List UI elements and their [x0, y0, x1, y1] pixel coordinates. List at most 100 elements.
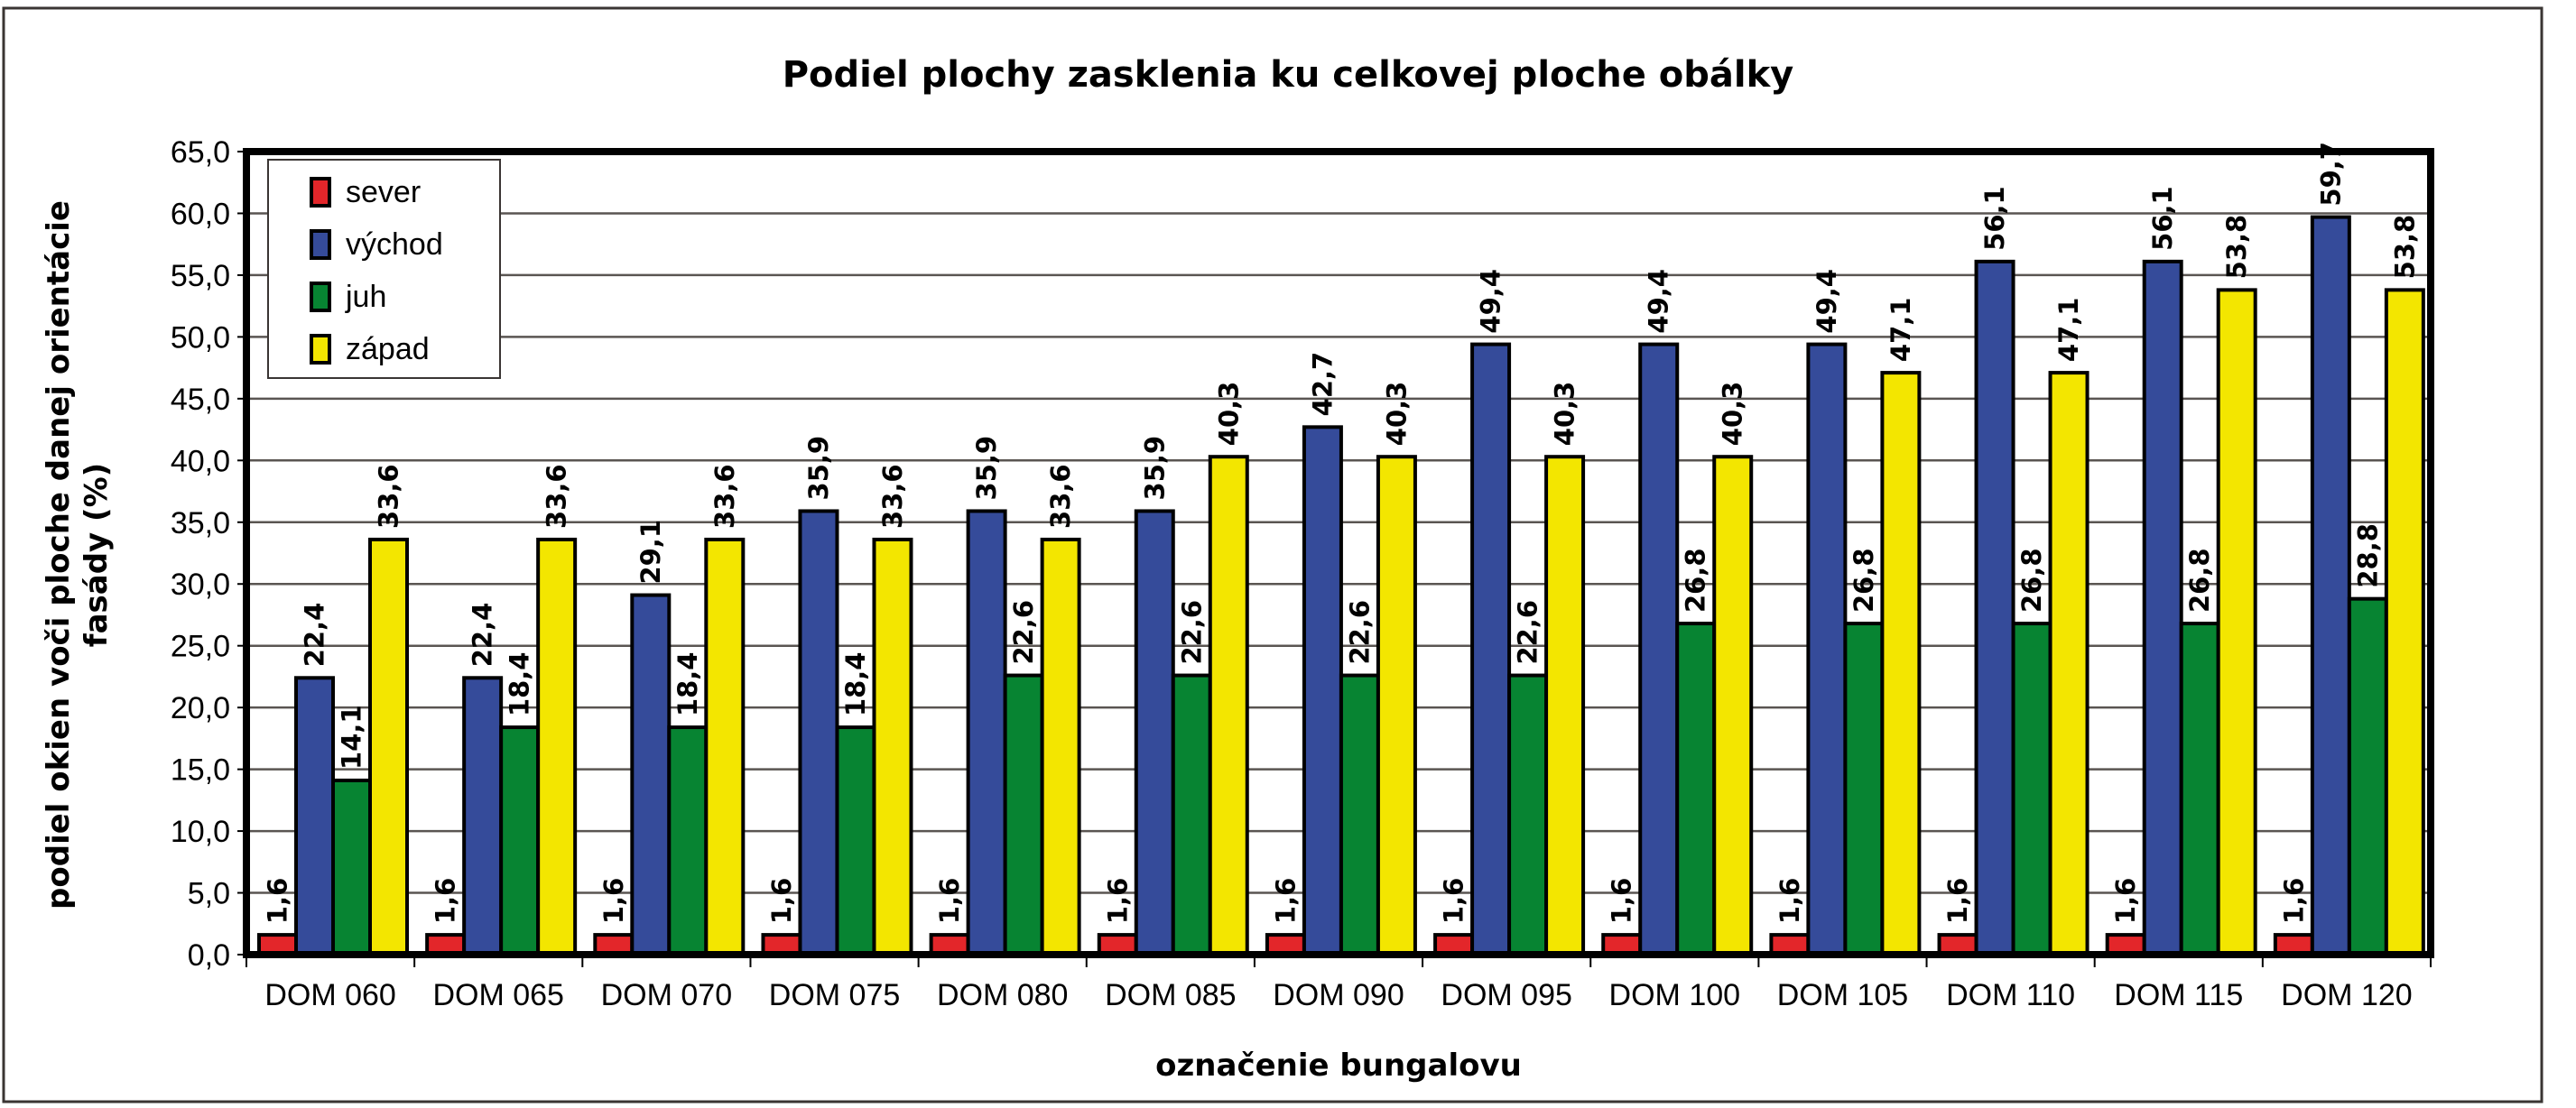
y-tick-label: 40,0: [171, 444, 230, 478]
bar-západ: [2384, 288, 2425, 957]
chart-title: Podiel plochy zasklenia ku celkovej ploc…: [783, 54, 1794, 96]
data-label: 49,4: [1476, 269, 1506, 334]
y-tick-label: 45,0: [171, 383, 230, 417]
bar-západ: [2048, 371, 2090, 957]
bar-západ: [1040, 537, 1081, 956]
bar-východ: [2142, 259, 2183, 957]
bar-juh: [2011, 622, 2052, 956]
bar-západ: [1880, 371, 1922, 957]
x-tick-label: DOM 100: [1609, 978, 1741, 1012]
bar-západ: [872, 537, 913, 956]
bar-západ: [1544, 455, 1586, 956]
data-label: 33,6: [877, 464, 908, 529]
data-label: 1,6: [1774, 878, 1805, 924]
data-label: 40,3: [1213, 382, 1244, 447]
data-label: 29,1: [635, 520, 666, 585]
data-label: 47,1: [1886, 298, 1916, 363]
y-tick-label: 20,0: [171, 691, 230, 725]
legend-label-západ: západ: [346, 332, 430, 366]
bar-juh: [331, 778, 372, 957]
plot-frame: [243, 148, 2434, 958]
data-labels: 1,622,414,133,61,622,418,433,61,629,118,…: [263, 142, 2421, 924]
bar-západ: [1208, 455, 1249, 956]
data-label: 14,1: [337, 705, 367, 770]
bar-východ: [1974, 259, 2015, 957]
x-tick-label: DOM 060: [264, 978, 396, 1012]
data-label: 22,6: [1344, 600, 1375, 665]
bar-východ: [1134, 509, 1175, 956]
data-label: 40,3: [1718, 382, 1748, 447]
y-tick-label: 50,0: [171, 320, 230, 355]
data-label: 18,4: [505, 651, 535, 716]
bar-západ: [536, 537, 578, 956]
legend-label-sever: sever: [346, 175, 421, 209]
bar-východ: [1302, 425, 1343, 957]
x-tick-label: DOM 110: [1946, 978, 2075, 1012]
data-label: 1,6: [2278, 878, 2309, 924]
data-label: 22,4: [300, 603, 330, 668]
bar-východ: [1638, 342, 1680, 957]
x-tick-label: DOM 095: [1441, 978, 1572, 1012]
data-label: 47,1: [2053, 298, 2084, 363]
data-label: 33,6: [709, 464, 740, 529]
bar-východ: [462, 676, 504, 956]
bar-východ: [630, 593, 672, 956]
x-tick-label: DOM 090: [1273, 978, 1404, 1012]
legend-swatch-juh: [310, 282, 331, 312]
data-label: 1,6: [934, 878, 965, 924]
y-tick-label: 55,0: [171, 259, 230, 293]
data-label: 33,6: [542, 464, 572, 529]
data-label: 22,6: [1176, 600, 1207, 665]
bar-juh: [1339, 673, 1380, 956]
bar-juh: [1171, 673, 1212, 956]
y-tick-label: 15,0: [171, 753, 230, 788]
data-label: 18,4: [672, 651, 703, 716]
bar-východ: [1806, 342, 1848, 957]
bar-juh: [1507, 673, 1549, 956]
data-label: 18,4: [840, 651, 871, 716]
data-label: 1,6: [598, 878, 629, 924]
bar-západ: [368, 537, 409, 956]
bar-východ: [966, 509, 1007, 956]
data-label: 22,4: [468, 603, 498, 668]
y-tick-label: 35,0: [171, 506, 230, 540]
bar-juh: [1675, 622, 1717, 956]
legend: sever východ juh západ: [267, 159, 501, 379]
y-tick-label: 25,0: [171, 630, 230, 664]
data-label: 35,9: [971, 436, 1002, 501]
y-tick-label: 10,0: [171, 815, 230, 849]
y-tick-label: 0,0: [188, 938, 230, 973]
legend-swatch-východ: [310, 229, 331, 260]
bar-východ: [1470, 342, 1512, 957]
data-label: 42,7: [1307, 352, 1338, 417]
data-label: 26,8: [1849, 548, 1879, 613]
x-tick-label: DOM 115: [2114, 978, 2243, 1012]
bar-západ: [1712, 455, 1754, 956]
bars: [257, 215, 2425, 957]
x-tick-label: DOM 075: [769, 978, 901, 1012]
bar-západ: [1376, 455, 1417, 956]
bar-juh: [667, 725, 709, 956]
x-tick-label: DOM 065: [432, 978, 564, 1012]
legend-label-juh: juh: [345, 280, 386, 314]
y-tick-label: 5,0: [188, 877, 230, 911]
data-label: 56,1: [1979, 186, 2010, 251]
data-label: 28,8: [2352, 523, 2383, 588]
data-label: 26,8: [1681, 548, 1711, 613]
data-label: 53,8: [2221, 215, 2252, 280]
bar-východ: [798, 509, 839, 956]
data-label: 1,6: [1102, 878, 1133, 924]
y-axis-title-line1: podiel okien voči ploche danej orientáci…: [41, 200, 77, 909]
y-axis-ticks: 0,0 5,0 10,0 15,0 20,0 25,0 30,0 35,0 40,0 45,0 50…: [171, 135, 246, 973]
legend-label-východ: východ: [346, 227, 443, 262]
x-axis-title: označenie bungalovu: [1155, 1048, 1522, 1084]
legend-swatch-západ: [310, 334, 331, 365]
data-label: 26,8: [2184, 548, 2215, 613]
bar-juh: [1843, 622, 1885, 956]
legend-swatch-sever: [310, 177, 331, 208]
bar-východ: [2310, 215, 2351, 957]
bar-juh: [1003, 673, 1044, 956]
x-tick-label: DOM 105: [1777, 978, 1909, 1012]
data-label: 26,8: [2016, 548, 2047, 613]
